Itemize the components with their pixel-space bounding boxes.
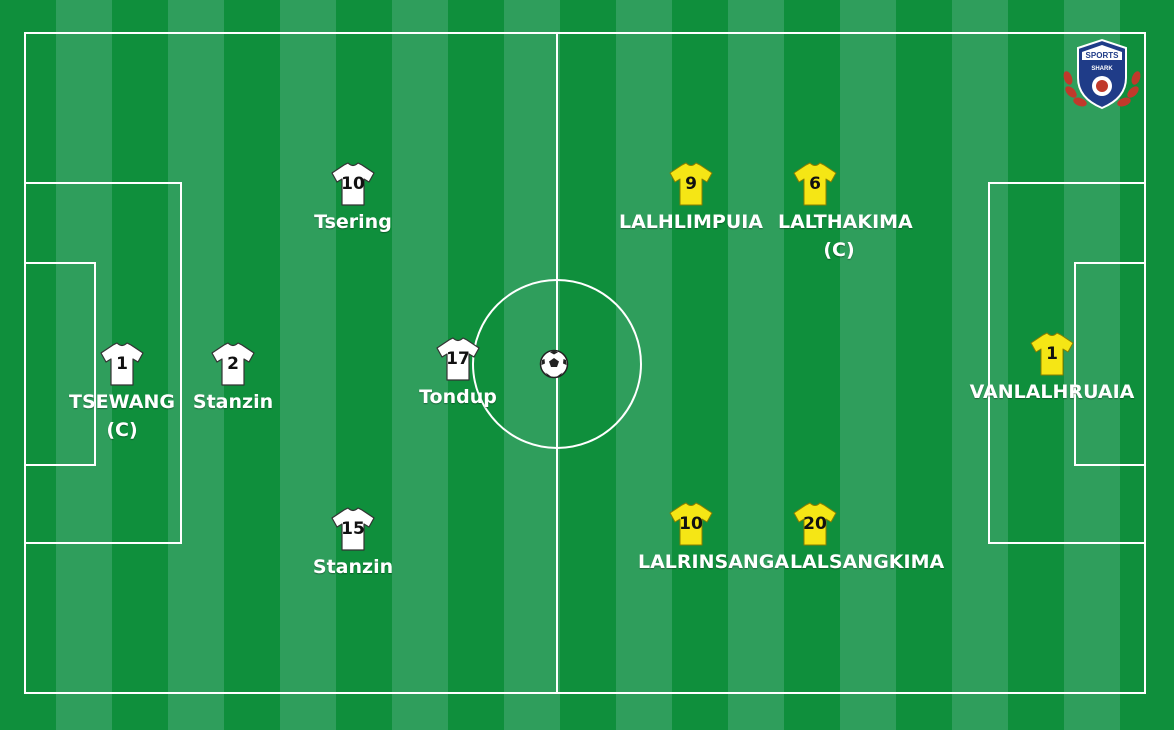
away-player-1: 1 VANLALHRUAIA (967, 330, 1137, 406)
shirt-icon: 1 (98, 340, 146, 388)
player-name: Stanzin (192, 391, 274, 413)
away-player-9: 9 LALHLIMPUIA (606, 160, 776, 236)
center-circle (472, 279, 642, 449)
right-goal-area (1074, 262, 1146, 466)
shirt-icon: 10 (329, 160, 377, 208)
shirt-number: 6 (809, 174, 821, 194)
captain-mark: (C) (823, 239, 855, 261)
shirt-number: 10 (679, 514, 703, 534)
logo-text-sports: SPORTS (1086, 51, 1120, 60)
shirt-number: 15 (341, 519, 365, 539)
sports-shark-logo: SPORTS SHARK (1063, 38, 1141, 110)
shirt-number: 17 (446, 349, 470, 369)
player-name: VANLALHRUAIA (969, 381, 1135, 403)
logo-text-shark: SHARK (1091, 66, 1113, 72)
shirt-number: 2 (227, 354, 239, 374)
shirt-number: 1 (1046, 344, 1058, 364)
home-player-10: 10 Tsering (268, 160, 438, 236)
shirt-icon: 20 (791, 500, 839, 548)
player-name: LALSANGKIMA (790, 551, 945, 573)
player-name: Tsering (314, 211, 392, 233)
football-icon (539, 349, 569, 379)
left-goal-area (24, 262, 96, 466)
shirt-number: 1 (116, 354, 128, 374)
shirt-number: 9 (685, 174, 697, 194)
shirt-icon: 2 (209, 340, 257, 388)
home-player-15: 15 Stanzin (268, 505, 438, 581)
away-player-10: 10 LALRINSANGA (606, 500, 790, 576)
player-name: LALTHAKIMA (778, 211, 913, 233)
shirt-icon: 15 (329, 505, 377, 553)
home-player-2: 2 Stanzin (148, 340, 318, 416)
captain-mark: (C) (106, 419, 138, 441)
player-name: LALHLIMPUIA (618, 211, 764, 233)
shirt-number: 20 (803, 514, 827, 534)
shirt-icon: 1 (1028, 330, 1076, 378)
away-player-6: 6 LALTHAKIMA (C) (730, 160, 913, 264)
home-player-1: 1 TSEWANG (C) (37, 340, 207, 444)
player-name: Stanzin (312, 556, 394, 578)
shirt-number: 10 (341, 174, 365, 194)
shirt-icon: 17 (434, 335, 482, 383)
player-name: LALRINSANGA (638, 551, 790, 573)
home-player-17: 17 Tondup (373, 335, 543, 411)
player-name: TSEWANG (69, 391, 175, 413)
away-player-20: 20 LALSANGKIMA (730, 500, 945, 576)
shirt-icon: 9 (667, 160, 715, 208)
player-name: Tondup (419, 386, 497, 408)
shirt-icon: 10 (667, 500, 715, 548)
shirt-icon: 6 (791, 160, 839, 208)
